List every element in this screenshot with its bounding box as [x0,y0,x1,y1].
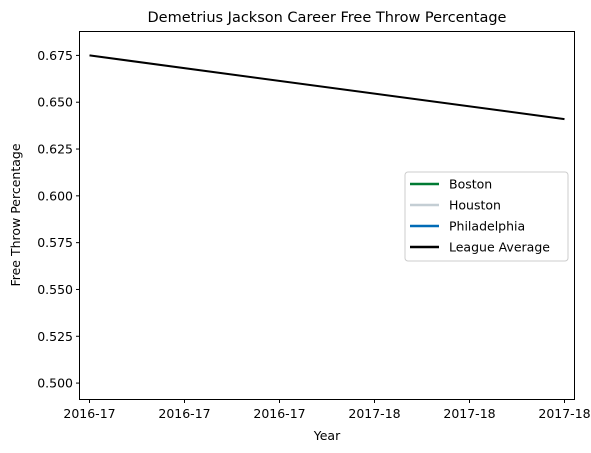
chart-title: Demetrius Jackson Career Free Throw Perc… [148,10,507,26]
legend-box [404,171,569,262]
x-axis: 2016-17 2016-17 2016-17 2017-18 2017-18 2017-… [63,399,591,421]
y-tick-label: 0.575 [37,235,73,250]
x-tick-label: 2016-17 [253,406,305,421]
legend-label: Philadelphia [449,219,525,234]
x-tick-label: 2017-18 [538,406,590,421]
x-axis-label: Year [313,428,341,443]
y-tick-label: 0.525 [37,329,73,344]
y-tick-label: 0.600 [37,188,73,203]
y-axis-label: Free Throw Percentage [8,143,23,286]
x-tick-label: 2017-18 [443,406,495,421]
y-tick-label: 0.650 [37,95,73,110]
x-tick-label: 2016-17 [158,406,210,421]
legend-label: League Average [449,240,550,255]
y-tick-label: 0.675 [37,48,73,63]
series-line-league-average [89,54,565,121]
legend: Boston Houston Philadelphia League Average [404,171,569,262]
x-tick-label: 2017-18 [348,406,400,421]
y-tick-label: 0.500 [37,376,73,391]
axes-frame [79,31,575,400]
y-tick-label: 0.625 [37,142,73,157]
y-axis: 0.500 0.525 0.550 0.575 0.600 0.625 0.650 0.675 [37,48,80,391]
y-tick-label: 0.550 [37,282,73,297]
legend-label: Boston [449,177,492,192]
x-tick-label: 2016-17 [63,406,115,421]
legend-label: Houston [449,198,501,213]
plot-area [89,54,565,121]
